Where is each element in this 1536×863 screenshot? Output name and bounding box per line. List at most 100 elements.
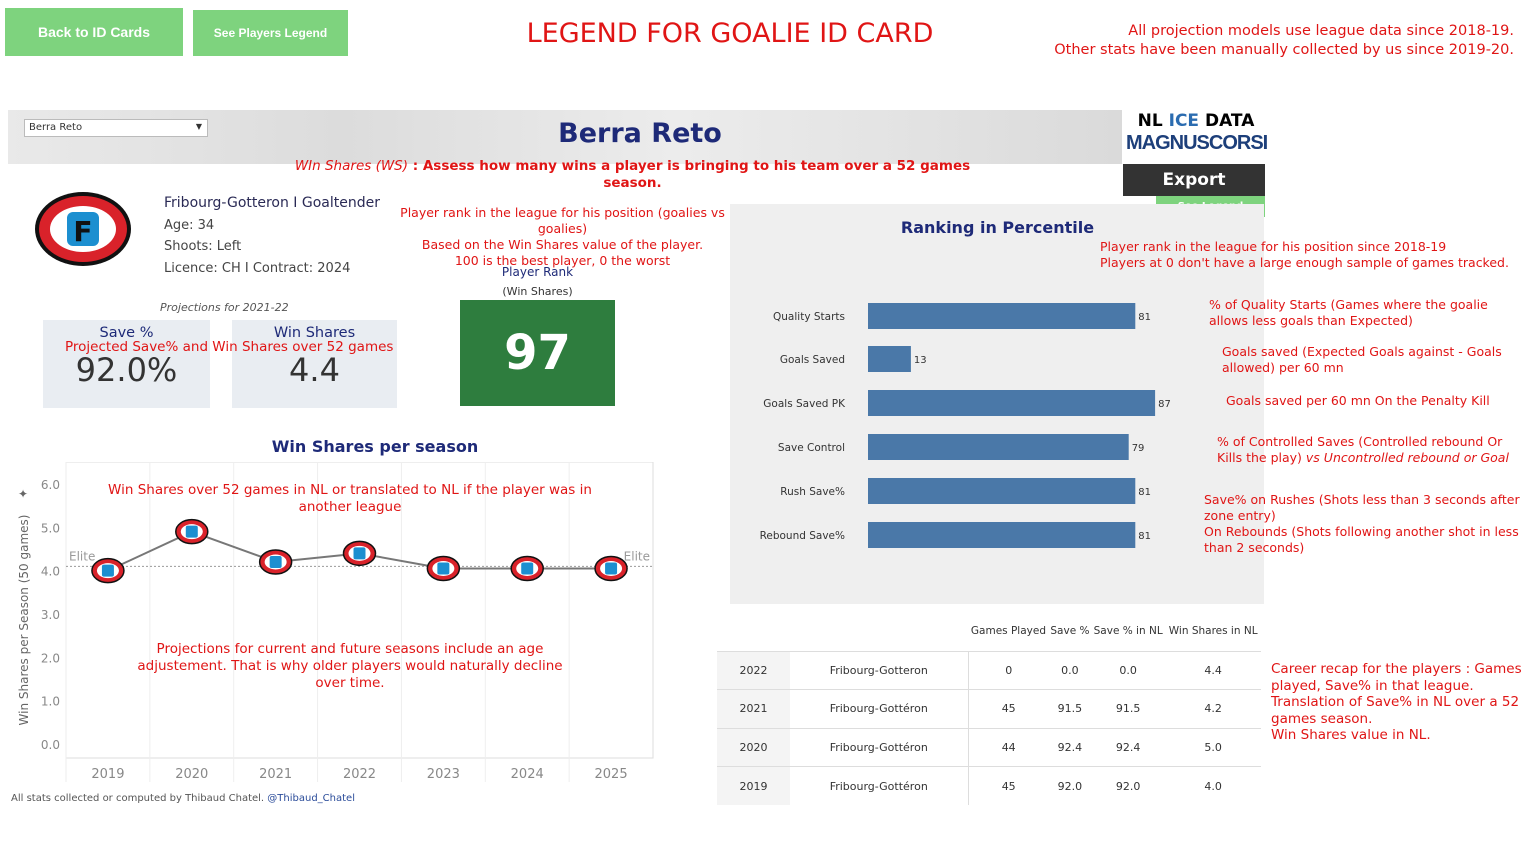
col-save-pct: Save % xyxy=(1050,624,1090,637)
col-save-pct-nl: Save % in NL xyxy=(1093,624,1163,637)
win-shares-label: Win Shares xyxy=(273,325,356,341)
x-tick-label: 2020 xyxy=(175,767,208,782)
magnuscorsi-logo: MAGNUSCORSI xyxy=(1126,132,1268,154)
col-win-shares-nl: Win Shares in NL xyxy=(1168,624,1258,637)
goals-saved-pk-note: Goals saved per 60 mn On the Penalty Kil… xyxy=(1226,393,1490,408)
team-logo-marker xyxy=(91,557,125,584)
player-name: Berra Reto xyxy=(558,118,722,149)
back-to-id-cards-button[interactable]: Back to ID Cards xyxy=(5,8,183,56)
team-logo-marker xyxy=(426,555,461,582)
team-logo-marker xyxy=(594,555,628,582)
career-table: Games Played Save % Save % in NL Win Sha… xyxy=(717,611,1261,805)
x-tick-label: 2024 xyxy=(511,767,544,782)
player-info: Fribourg-Gotteron I Goaltender Age: 34 S… xyxy=(164,193,380,279)
y-tick-label: 0.0 xyxy=(41,738,60,752)
win-shares-definition: WIn Shares (WS) : Assess how many wins a… xyxy=(294,158,971,191)
player-rank-label: Player Rank (Win Shares) xyxy=(501,265,574,298)
team-logo-icon: F xyxy=(35,192,131,266)
bar-value-label: 79 xyxy=(1132,443,1145,454)
bar-value-label: 81 xyxy=(1138,312,1151,323)
career-note: Career recap for the players : Games pla… xyxy=(1271,661,1522,743)
team-logo-marker xyxy=(175,518,209,545)
percentile-bar xyxy=(868,522,1136,548)
win-shares-value: 4.4 xyxy=(289,351,340,389)
win-shares-chart: 0.0 1.0 2.0 3.0 4.0 5.0 6.0 2019 2020 2021 2022 202… xyxy=(17,462,654,782)
team-position: Fribourg-Gotteron I Goaltender xyxy=(164,195,381,211)
page-title: LEGEND FOR GOALIE ID CARD xyxy=(526,18,934,49)
brand-logo-text: NL ICE DATA xyxy=(1137,111,1255,131)
bar-category-label: Rebound Save% xyxy=(760,530,845,542)
y-tick-label: 2.0 xyxy=(41,651,60,665)
table-row: 2021 Fribourg-Gottéron 45 91.5 91.5 4.2 xyxy=(717,689,1261,728)
y-tick-label: 5.0 xyxy=(41,521,60,535)
chart-title: Win Shares per season xyxy=(271,437,479,456)
data-source-note-line2: Other stats have been manually collected… xyxy=(1054,42,1514,58)
projections-label: Projections for 2021-22 xyxy=(160,301,289,314)
table-row: 2022 Fribourg-Gotteron 0 0.0 0.0 4.4 xyxy=(717,650,1261,690)
percentile-bar xyxy=(868,346,911,372)
save-pct-label: Save % xyxy=(99,325,154,341)
career-header-row: Games Played Save % Save % in NL Win Sha… xyxy=(717,611,1261,651)
bar-value-label: 87 xyxy=(1158,399,1171,410)
bar-category-label: Goals Saved PK xyxy=(763,398,846,410)
player-rank-value: 97 xyxy=(460,300,615,406)
table-row: 2020 Fribourg-Gottéron 44 92.4 92.4 5.0 xyxy=(717,727,1261,767)
col-games-played: Games Played xyxy=(970,624,1046,637)
rush-save-note: Save% on Rushes (Shots less than 3 secon… xyxy=(1204,492,1520,523)
team-logo-marker xyxy=(342,540,377,567)
x-tick-label: 2025 xyxy=(595,767,628,782)
svg-text:F: F xyxy=(73,215,92,248)
save-pct-value: 92.0% xyxy=(75,351,178,389)
export-button[interactable]: Export xyxy=(1123,164,1265,196)
player-select-dropdown[interactable]: Berra Reto ▼ xyxy=(24,119,208,137)
bar-value-label: 81 xyxy=(1138,531,1151,542)
data-source-note-line1: All projection models use league data si… xyxy=(1128,23,1514,39)
y-tick-label: 6.0 xyxy=(41,478,60,492)
team-logo-marker xyxy=(258,549,293,575)
x-tick-label: 2022 xyxy=(343,767,376,782)
data-source-note: All projection models use league data si… xyxy=(1000,22,1514,60)
elite-label-left: Elite xyxy=(69,549,95,563)
y-tick-label: 4.0 xyxy=(41,565,60,579)
percentile-bar-chart: Quality Starts 81 Goals Saved 13 Goals Saved… xyxy=(760,303,1171,548)
save-control-note: % of Controlled Saves (Controlled reboun… xyxy=(1217,434,1509,465)
bar-category-label: Rush Save% xyxy=(780,486,845,498)
footer-credits: All stats collected or computed by Thiba… xyxy=(11,793,355,804)
y-axis-title: Win Shares per Season (50 games) xyxy=(17,515,31,726)
bar-category-label: Quality Starts xyxy=(773,311,845,323)
y-tick-label: 1.0 xyxy=(41,695,60,709)
percentile-bar xyxy=(868,434,1129,460)
bar-category-label: Save Control xyxy=(778,442,845,454)
pin-icon: ✦ xyxy=(18,487,28,501)
see-players-legend-button[interactable]: See Players Legend xyxy=(193,10,348,56)
percentile-note: Player rank in the league for his positi… xyxy=(1100,239,1509,270)
x-tick-label: 2019 xyxy=(91,767,124,782)
projection-note: Projected Save% and Win Shares over 52 g… xyxy=(65,339,394,355)
rebound-save-note: On Rebounds (Shots following another sho… xyxy=(1204,524,1519,555)
player-age: Age: 34 xyxy=(164,217,215,233)
percentile-bar xyxy=(868,478,1136,504)
age-adjustment-note: Projections for current and future seaso… xyxy=(137,641,563,691)
player-select-value: Berra Reto xyxy=(29,122,83,133)
goals-saved-note: Goals saved (Expected Goals against - Go… xyxy=(1222,344,1502,375)
player-rank-note: Player rank in the league for his positi… xyxy=(400,205,725,268)
ranking-title: Ranking in Percentile xyxy=(900,218,1095,237)
team-logo-marker xyxy=(510,555,544,582)
x-tick-label: 2021 xyxy=(259,767,292,782)
player-shoots: Shoots: Left xyxy=(164,239,242,254)
y-tick-label: 3.0 xyxy=(41,608,60,622)
win-shares-kpi: Win Shares 4.4 xyxy=(232,320,397,408)
chevron-down-icon[interactable]: ▼ xyxy=(195,122,202,131)
quality-starts-note: % of Quality Starts (Games where the goa… xyxy=(1209,297,1488,328)
bar-value-label: 81 xyxy=(1138,487,1151,498)
percentile-bar xyxy=(868,390,1156,416)
percentile-bar xyxy=(868,303,1136,329)
player-licence: Licence: CH I Contract: 2024 xyxy=(164,260,351,276)
table-row: 2019 Fribourg-Gottéron 45 92.0 92.0 4.0 xyxy=(717,766,1261,805)
bar-category-label: Goals Saved xyxy=(780,354,845,366)
save-pct-kpi: Save % 92.0% xyxy=(43,320,210,408)
elite-label-right: Elite xyxy=(624,549,650,563)
x-tick-label: 2023 xyxy=(427,767,460,782)
bar-value-label: 13 xyxy=(914,355,927,366)
chart-note: Win Shares over 52 games in NL or transl… xyxy=(108,482,592,515)
